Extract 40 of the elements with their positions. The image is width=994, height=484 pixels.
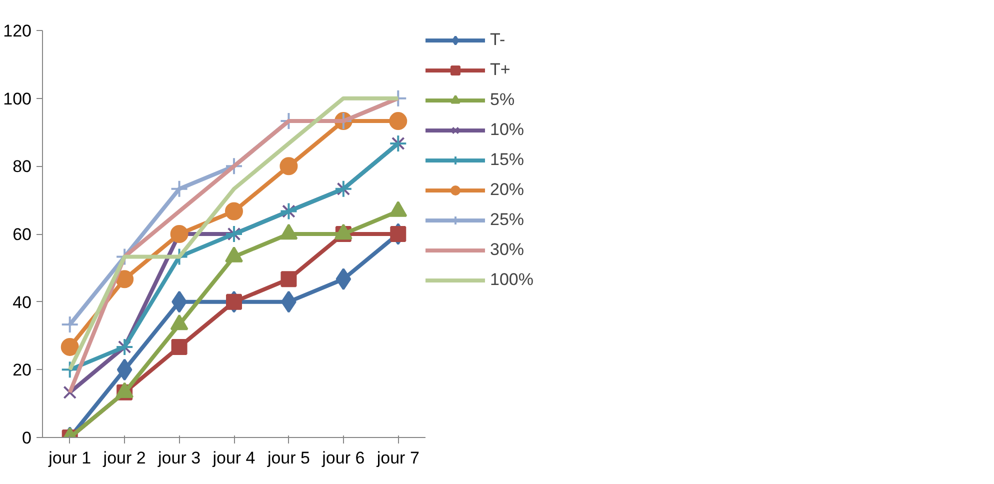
x-tick-label: jour 1 [48,448,92,468]
legend-label: 25% [490,210,526,230]
legend-label: 15% [490,150,526,170]
point [336,268,352,290]
point [60,360,79,379]
legend-label: 10% [490,120,526,140]
point [170,180,188,198]
y-tick-label: 80 [12,157,32,176]
x-tick-label: jour 6 [321,448,365,468]
point [116,358,132,381]
point [60,338,79,356]
point [280,271,297,288]
point [170,225,188,243]
x-tick-label: jour 5 [266,448,310,468]
legend-label: T- [490,30,506,50]
x-tick-label: jour 2 [102,448,146,468]
legend-label: 100% [490,270,534,290]
x-tick-label: jour 7 [376,448,420,468]
point [280,157,298,176]
point [63,386,77,400]
y-tick-label: 40 [12,292,32,312]
y-tick-label: 120 [3,22,32,40]
y-tick-label: 20 [12,360,32,380]
y-tick-label: 0 [22,428,32,448]
legend-label: 30% [490,240,526,260]
point [171,338,188,355]
x-tick-label: jour 4 [212,448,256,468]
point [389,112,408,130]
point [390,226,406,242]
y-tick-label: 100 [3,89,32,108]
x-tick-label: jour 3 [157,448,201,468]
legend-label: 20% [490,180,526,200]
point [226,294,242,310]
y-tick-label: 60 [12,225,32,244]
legend-label: T+ [490,60,512,80]
point [225,202,243,220]
point [116,270,134,288]
point [225,157,243,176]
legend-label: 5% [490,90,516,110]
point [60,316,79,334]
